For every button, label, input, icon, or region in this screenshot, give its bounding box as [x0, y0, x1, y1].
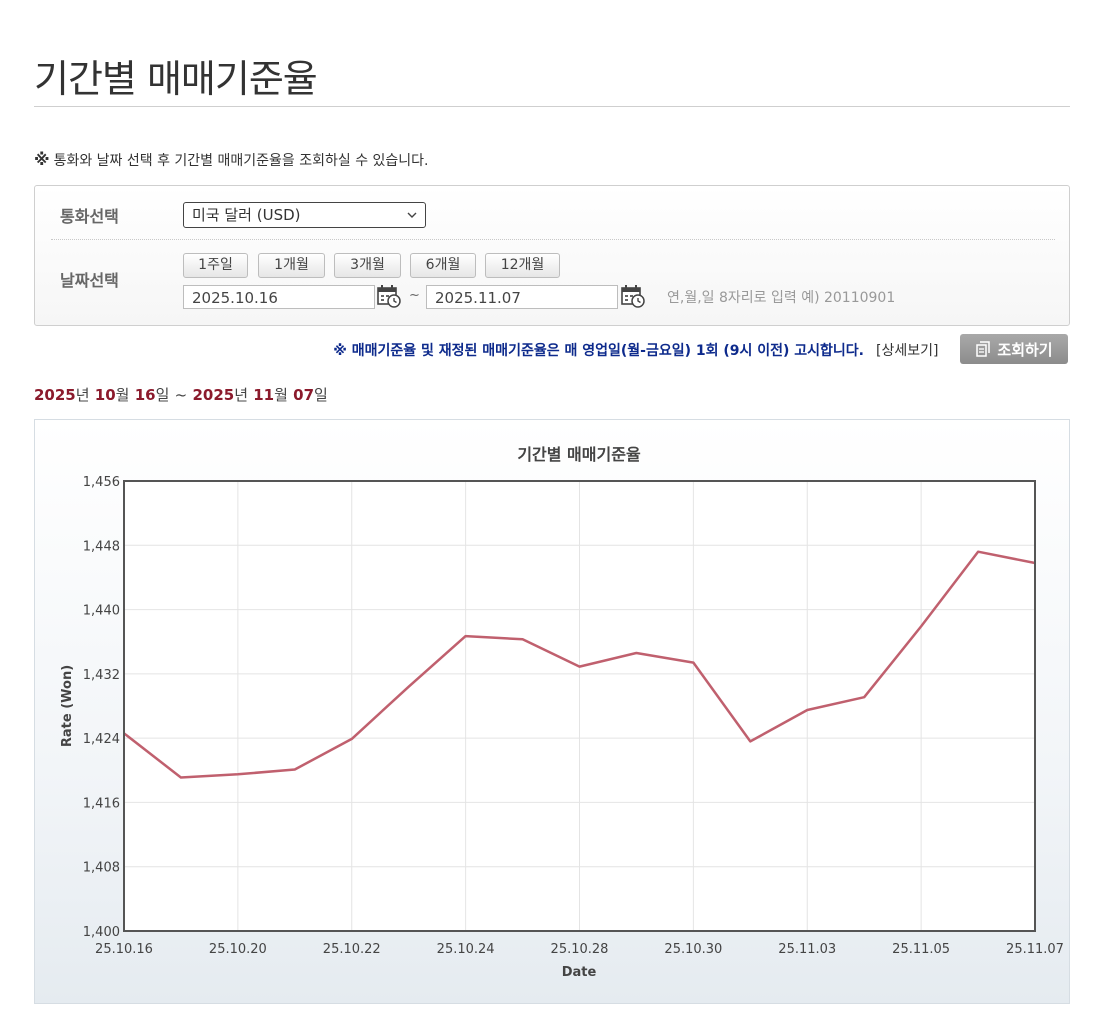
notice-mark: ※: [34, 150, 50, 169]
range-end-year: 2025: [192, 386, 235, 404]
end-date-input[interactable]: 2025.11.07: [426, 285, 618, 309]
chevron-down-icon: [407, 212, 417, 218]
x-axis-label: Date: [562, 965, 597, 980]
x-tick-label: 25.11.07: [1006, 942, 1064, 957]
range-end-day: 07: [293, 386, 315, 404]
plot-frame: [123, 480, 1036, 932]
start-calendar-icon[interactable]: [377, 284, 401, 308]
row-divider: [51, 239, 1055, 240]
page-title: 기간별 매매기준율: [34, 57, 318, 101]
range-day-unit: 일: [314, 386, 328, 404]
y-tick-label: 1,440: [83, 604, 120, 619]
chart-container: 기간별 매매기준율 1,456 1,448 1,440 1,432 1,424 1,416…: [34, 419, 1070, 1004]
x-tick-label: 25.11.03: [778, 942, 836, 957]
y-tick-label: 1,408: [83, 861, 120, 876]
currency-label: 통화선택: [60, 207, 119, 226]
publish-notice: ※ 매매기준율 및 재정된 매매기준율은 매 영업일(월-금요일) 1회 (9시…: [333, 343, 864, 359]
end-calendar-icon[interactable]: [621, 284, 645, 308]
period-button-12month[interactable]: 12개월: [485, 253, 560, 278]
x-axis-ticks: 25.10.16 25.10.20 25.10.22 25.10.24 25.10.28…: [95, 942, 1064, 957]
currency-select[interactable]: 미국 달러 (USD): [183, 202, 426, 228]
date-range-tilde: ~: [409, 288, 420, 303]
x-tick-label: 25.10.28: [551, 942, 609, 957]
x-tick-label: 25.10.24: [437, 942, 495, 957]
period-button-1week[interactable]: 1주일: [183, 253, 248, 278]
series-line: [123, 550, 1036, 779]
notice-text: 통화와 날짜 선택 후 기간별 매매기준율을 조회하실 수 있습니다.: [53, 153, 429, 169]
document-icon: [976, 341, 991, 357]
range-start-year: 2025: [34, 386, 76, 404]
y-tick-label: 1,448: [83, 539, 120, 554]
period-button-3month[interactable]: 3개월: [334, 253, 401, 278]
detail-link[interactable]: [상세보기]: [876, 343, 939, 359]
range-year-unit: 년: [75, 386, 90, 404]
y-tick-label: 1,400: [83, 925, 120, 940]
range-year-unit: 년: [234, 386, 249, 404]
x-tick-label: 25.10.22: [323, 942, 381, 957]
search-panel: 통화선택 미국 달러 (USD) 날짜선택 1주일 1개월 3개월 6개월 12…: [34, 185, 1070, 326]
x-tick-label: 25.10.20: [209, 942, 267, 957]
x-tick-label: 25.10.16: [95, 942, 153, 957]
range-month-unit: 월: [115, 386, 130, 404]
x-tick-label: 25.10.30: [664, 942, 722, 957]
usage-notice: ※ 통화와 날짜 선택 후 기간별 매매기준율을 조회하실 수 있습니다.: [34, 150, 429, 170]
period-button-6month[interactable]: 6개월: [410, 253, 476, 278]
y-axis-label: Rate (Won): [60, 665, 75, 747]
range-separator: ~: [174, 386, 188, 404]
range-month-unit: 월: [274, 386, 288, 404]
start-date-input[interactable]: 2025.10.16: [183, 285, 375, 309]
range-day-unit: 일: [155, 386, 170, 404]
currency-select-value: 미국 달러 (USD): [192, 206, 301, 224]
y-tick-label: 1,424: [83, 732, 120, 747]
range-start-month: 10: [94, 386, 116, 404]
period-button-1month[interactable]: 1개월: [258, 253, 325, 278]
date-format-hint: 연,월,일 8자리로 입력 예) 20110901: [667, 290, 896, 306]
date-label: 날짜선택: [60, 271, 119, 290]
title-divider: [34, 106, 1070, 107]
y-tick-label: 1,456: [83, 475, 120, 490]
rate-chart: 기간별 매매기준율 1,456 1,448 1,440 1,432 1,424 1,416…: [60, 445, 1064, 980]
query-button-label: 조회하기: [997, 340, 1053, 359]
x-tick-label: 25.11.05: [892, 942, 950, 957]
chart-title: 기간별 매매기준율: [517, 445, 641, 464]
range-end-month: 11: [253, 386, 275, 404]
y-axis-ticks: 1,456 1,448 1,440 1,432 1,424 1,416 1,408 1,400: [83, 475, 120, 940]
y-tick-label: 1,432: [83, 668, 120, 683]
y-tick-label: 1,416: [83, 796, 120, 811]
range-start-day: 16: [134, 386, 156, 404]
query-button[interactable]: 조회하기: [960, 334, 1068, 364]
selected-range: 2025년 10월 16일 ~ 2025년 11월 07일: [34, 384, 328, 405]
